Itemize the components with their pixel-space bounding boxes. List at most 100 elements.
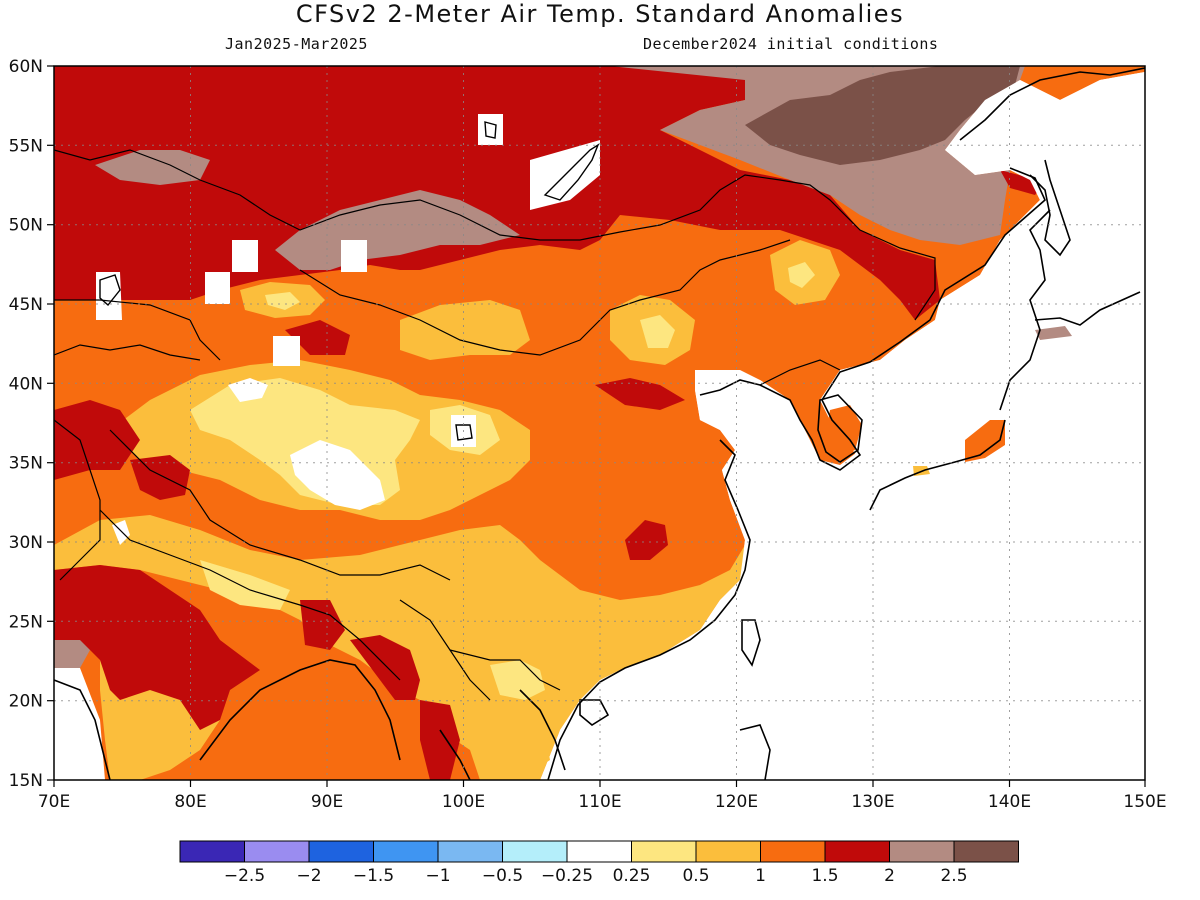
border-pakistan [54, 419, 101, 581]
anomaly-region-above-2.5 [745, 66, 1020, 165]
y-tick-label: 50N [9, 216, 43, 236]
border-indochina [449, 649, 561, 691]
lake-qinghai [455, 424, 473, 441]
ocean-mask-lake-balkhash [96, 272, 122, 320]
y-tick-label: 20N [9, 692, 43, 712]
color-legend: −2.5 −2 −1.5 −1 −0.5 −0.25 0.25 0.5 1 1.5 2 2.5 [179, 840, 1019, 886]
coastline-hokkaido [1034, 291, 1141, 326]
legend-swatch [631, 840, 697, 863]
grid-lines [54, 66, 1145, 780]
coastline-china [699, 167, 1046, 471]
border-korea [759, 359, 841, 386]
anomaly-region-2.0-2.5-hokkaido [1035, 326, 1072, 340]
coastline-india [54, 679, 111, 780]
x-tick-label: 90E [311, 792, 343, 812]
anomaly-region-1.5-2.0-north [54, 66, 940, 320]
legend-swatch [695, 840, 761, 863]
legend-swatch [953, 840, 1019, 863]
anomaly-region-1.5-2.0-central-china [625, 520, 668, 560]
legend-label: 2.5 [940, 866, 967, 886]
legend-label: 0.25 [613, 866, 651, 886]
border-tibet [109, 429, 451, 581]
coastline-korea [817, 394, 863, 463]
ocean-mask-lake-3 [341, 240, 367, 272]
ocean-mask-arabian [54, 668, 105, 780]
map-title: CFSv2 2-Meter Air Temp. Standard Anomali… [295, 0, 905, 28]
legend-swatch [437, 840, 503, 863]
coastline-sakhalin [1029, 159, 1071, 257]
x-tick-label: 110E [578, 792, 621, 812]
legend-swatch [824, 840, 890, 863]
y-tick-label: 45N [9, 295, 43, 315]
anomaly-region-1.5-2.0-thailand [420, 700, 460, 780]
x-tick-label: 140E [988, 792, 1031, 812]
anomaly-region-1.5-2.0-west [54, 400, 140, 480]
legend-label: −0.25 [541, 866, 593, 886]
legend-label: −1.5 [353, 866, 394, 886]
coastline-east-china [547, 439, 751, 780]
lake-khanka [484, 121, 497, 139]
anomaly-region-1.5-2.0-himalaya [130, 455, 190, 500]
coastlines [54, 67, 1145, 780]
ocean-mask-lake-1 [478, 114, 503, 145]
legend-swatch [760, 840, 826, 863]
x-tick-label: 100E [442, 792, 485, 812]
y-tick-label: 60N [9, 57, 43, 77]
anomaly-region-1.5-2.0-myanmar [350, 635, 420, 700]
lakes [99, 121, 600, 441]
anomaly-region-0.25-0.5-south [200, 560, 290, 610]
x-tick-label: 80E [174, 792, 206, 812]
anomaly-region-0.25-0.5-mongolia [640, 315, 675, 348]
legend-swatch [373, 840, 439, 863]
legend-label: −2 [296, 866, 321, 886]
coastline-hainan [579, 699, 610, 726]
lake-balkhash [99, 274, 121, 307]
anomaly-region-1.0-1.5-japan [965, 420, 1005, 462]
anomaly-region-1.5-2.0-gobi [595, 378, 685, 410]
border-india [99, 509, 401, 681]
anomaly-region-2.0-2.5-altai [275, 190, 520, 270]
y-tick-label: 55N [9, 136, 43, 156]
legend-label: 1.5 [811, 866, 838, 886]
y-tick-label: 15N [9, 771, 43, 791]
forecast-period: Jan2025-Mar2025 [225, 35, 368, 53]
legend-swatch [502, 840, 568, 863]
coastline-luzon [739, 724, 771, 780]
anomaly-region-1.5-2.0-india [54, 565, 260, 730]
x-axis-labels: 70E 80E 90E 100E 110E 120E 130E 140E 150… [38, 792, 1167, 812]
y-tick-label: 40N [9, 374, 43, 394]
border-kazakh [54, 299, 221, 361]
coastline-vietnam [519, 689, 566, 771]
anomaly-region-0.5-1.0-gobi [400, 300, 530, 360]
x-tick-label: 70E [38, 792, 70, 812]
country-borders [54, 149, 936, 701]
legend-label: 2 [884, 866, 895, 886]
anomaly-region-neutral-kunlun [228, 378, 268, 402]
legend-label: −0.5 [482, 866, 523, 886]
ocean-mask-lake-4 [205, 272, 230, 304]
border-mongolia [299, 239, 791, 356]
legend-label: 0.5 [682, 866, 709, 886]
legend-swatch [889, 840, 955, 863]
ocean-mask-lake-2 [232, 240, 258, 272]
anomaly-region-0.25-0.5-kazakh [265, 292, 300, 310]
legend-swatch [566, 840, 632, 863]
legend-swatch [308, 840, 374, 863]
legend-label: 1 [755, 866, 766, 886]
legend-label: −1 [425, 866, 450, 886]
x-tick-label: 150E [1123, 792, 1166, 812]
x-tick-label: 130E [851, 792, 894, 812]
initial-conditions: December2024 initial conditions [643, 35, 939, 53]
coastline-indochina [439, 729, 471, 780]
x-tick-label: 120E [715, 792, 758, 812]
anomaly-region-1.5-2.0-central [285, 320, 350, 355]
coastline-japan-north [999, 209, 1051, 411]
border-russia-china [54, 149, 936, 321]
anomaly-region-2.0-2.5-west [95, 150, 210, 185]
anomaly-region-0.25-0.5-manchuria [788, 262, 815, 288]
anomaly-region-neutral-tibet [290, 440, 385, 510]
coastline-taiwan [741, 619, 761, 667]
anomaly-region-1.5-2.0-hokkaido [1000, 170, 1045, 195]
y-tick-label: 35N [9, 454, 43, 474]
